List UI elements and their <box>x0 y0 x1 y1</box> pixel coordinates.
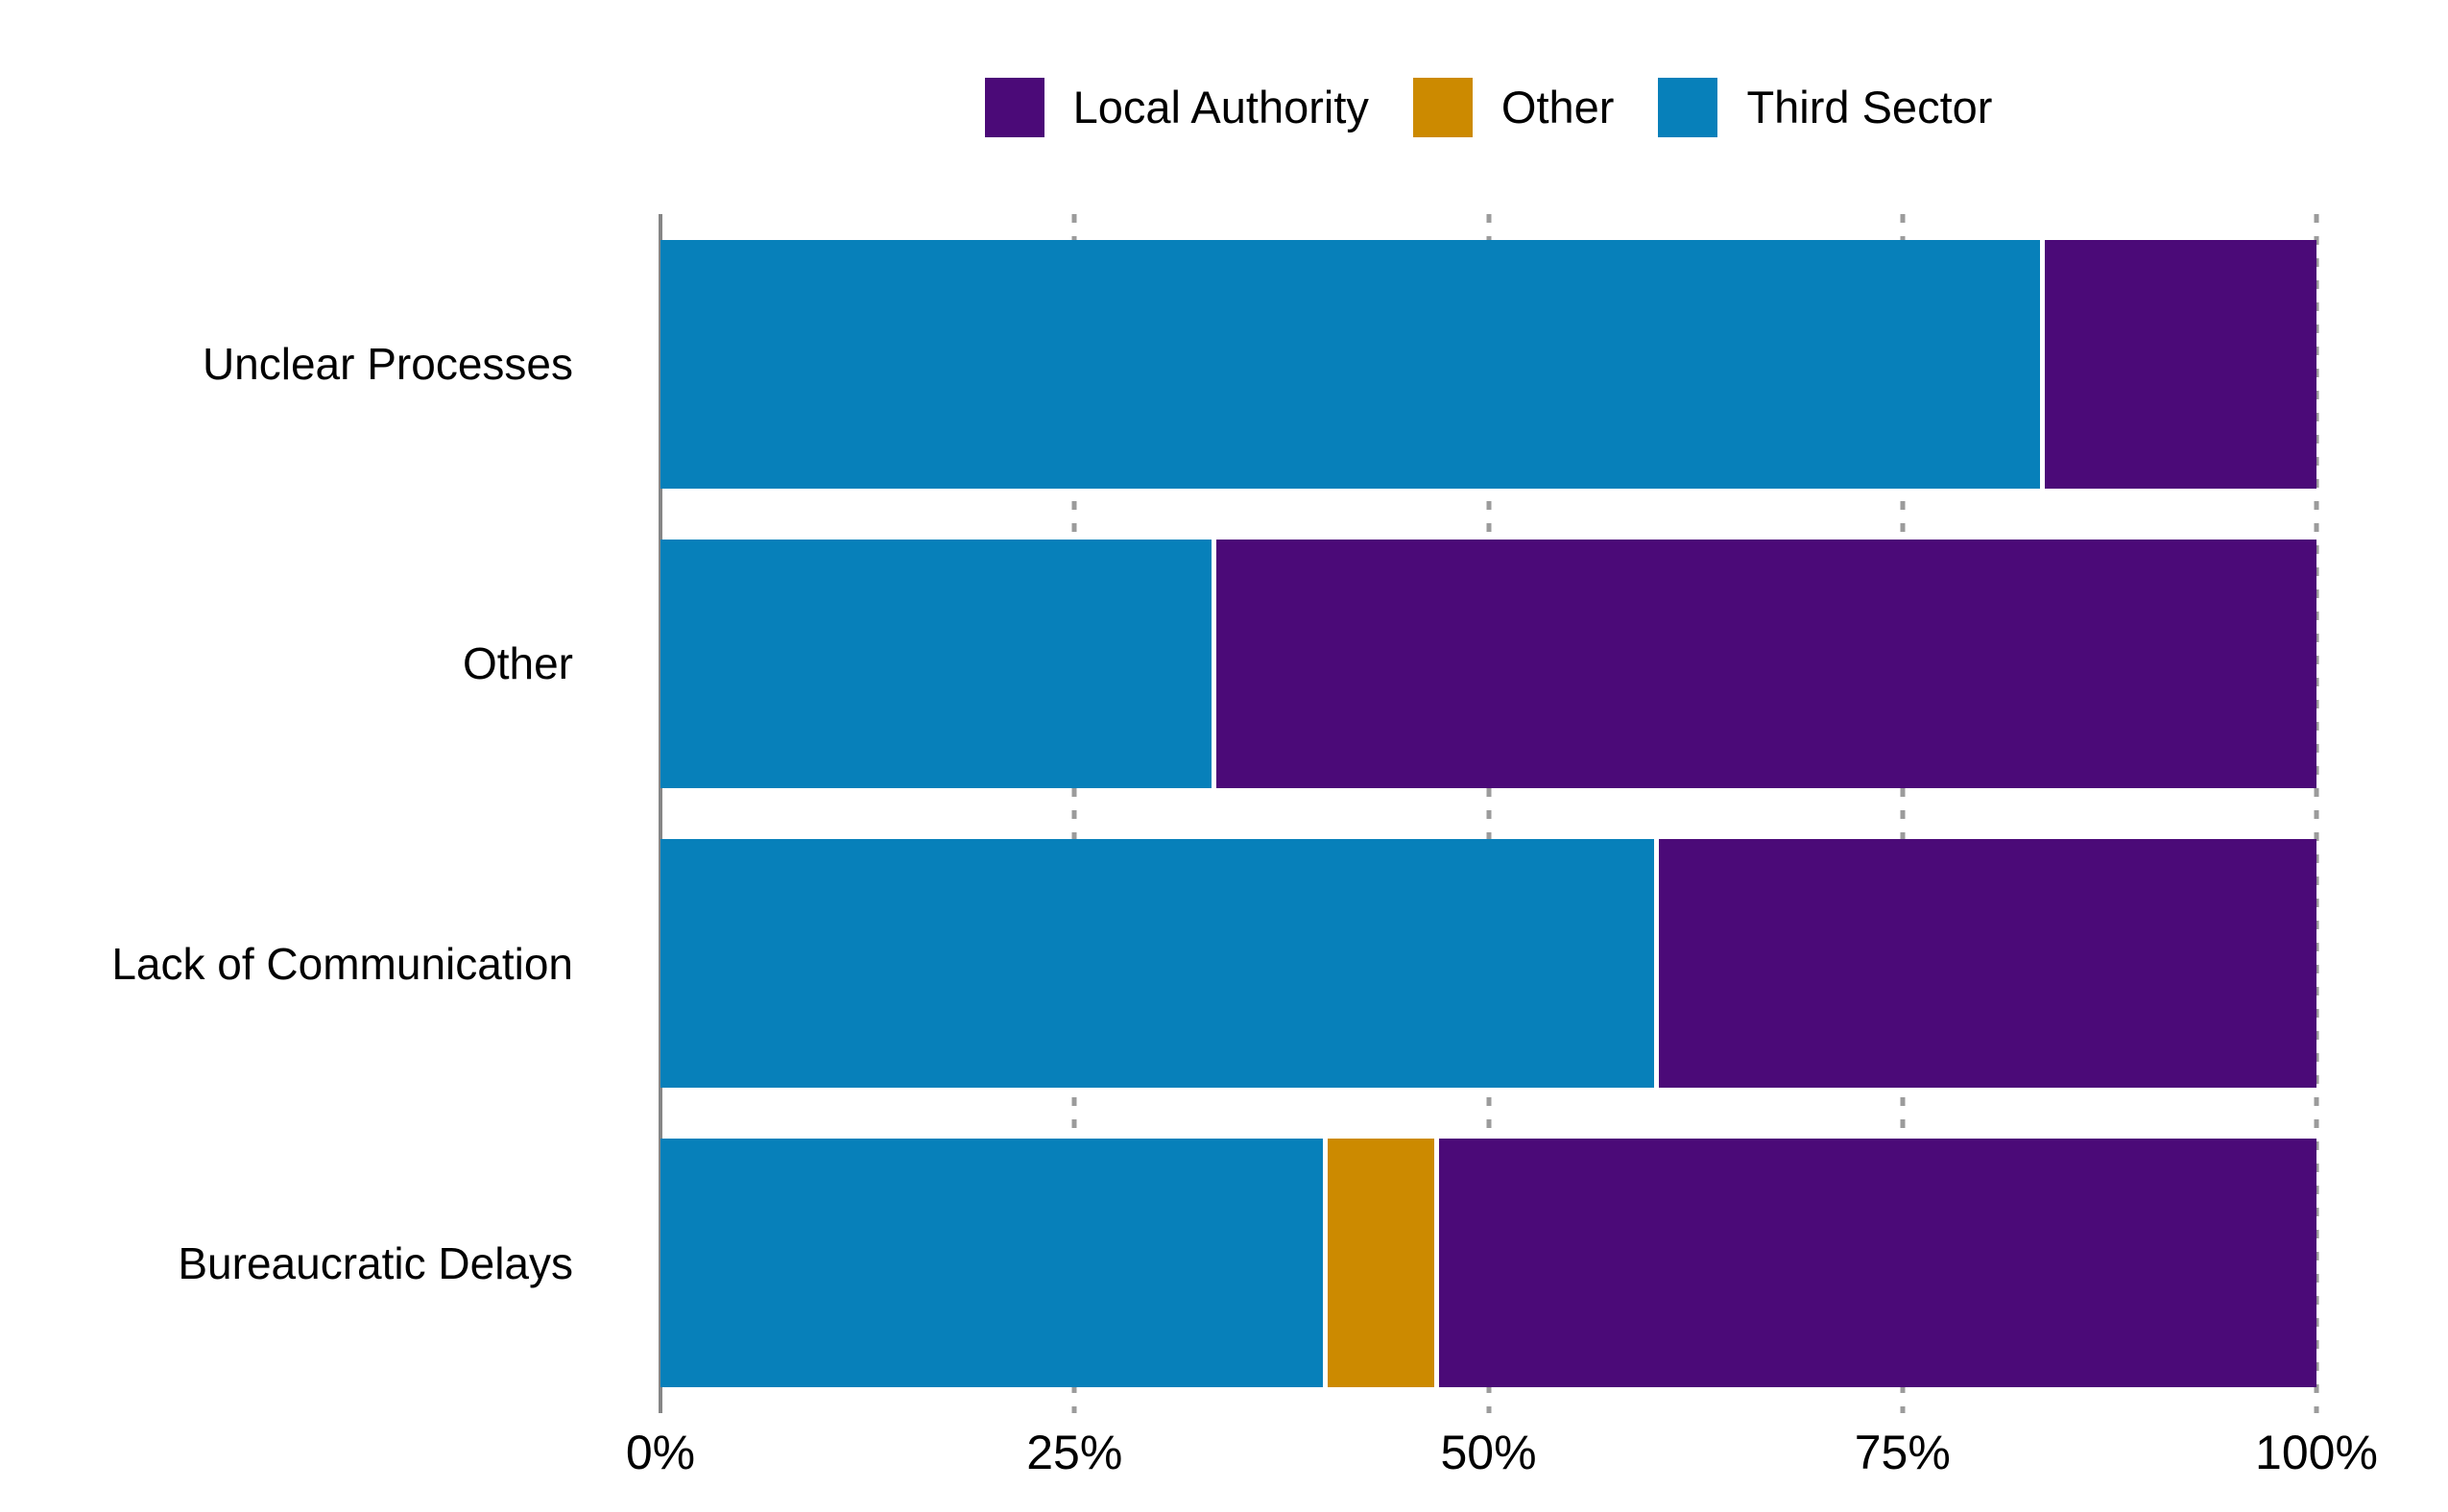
gridline-75 <box>1900 214 1906 1413</box>
x-tick-label-0: 0% <box>625 1426 696 1479</box>
y-label-row: Unclear Processes <box>0 214 616 514</box>
x-axis-tick-labels: 0% 25% 50% 75% 100% <box>626 1425 2378 1501</box>
legend-swatch-icon <box>984 77 1044 137</box>
x-tick-label-25: 25% <box>1026 1426 1123 1479</box>
gridline-50 <box>1486 214 1491 1413</box>
stacked-bar-unclear-processes <box>660 239 2316 489</box>
category-label-other: Other <box>462 638 573 689</box>
bar-segment-other-local-authority[interactable] <box>1212 539 2316 788</box>
x-tick-label-75: 75% <box>1854 1426 1951 1479</box>
bar-segment-bureaucratic-delays-other[interactable] <box>1323 1139 1434 1388</box>
y-label-row: Other <box>0 514 616 813</box>
bar-segment-bureaucratic-delays-local-authority[interactable] <box>1433 1139 2316 1388</box>
bar-segment-lack-of-communication-local-authority[interactable] <box>1654 839 2316 1089</box>
category-label-bureaucratic-delays: Bureaucratic Delays <box>178 1237 573 1288</box>
y-axis-line <box>659 214 662 1413</box>
y-label-row: Lack of Communication <box>0 814 616 1114</box>
y-label-row: Bureaucratic Delays <box>0 1114 616 1413</box>
gridline-100 <box>2314 214 2319 1413</box>
stacked-bar-lack-of-communication <box>660 839 2316 1089</box>
bar-row-lack-of-communication <box>660 814 2316 1114</box>
legend-label: Local Authority <box>1072 82 1369 132</box>
bar-segment-bureaucratic-delays-third-sector[interactable] <box>660 1139 1323 1388</box>
stacked-bar-other <box>660 539 2316 788</box>
legend-swatch-icon <box>1412 77 1473 137</box>
bar-segment-unclear-processes-third-sector[interactable] <box>660 239 2040 489</box>
bar-segment-unclear-processes-local-authority[interactable] <box>2039 239 2316 489</box>
bars-layer <box>660 214 2316 1413</box>
x-tick-label-100: 100% <box>2255 1426 2378 1479</box>
chart-legend: Local Authority Other Third Sector <box>660 0 2316 214</box>
plot-panel <box>659 214 2319 1413</box>
bar-row-bureaucratic-delays <box>660 1114 2316 1413</box>
legend-item-third-sector[interactable]: Third Sector <box>1658 77 1993 137</box>
bar-row-other <box>660 514 2316 813</box>
legend-label: Other <box>1500 82 1615 132</box>
y-axis-category-labels: Unclear Processes Other Lack of Communicat… <box>0 214 616 1413</box>
legend-item-other[interactable]: Other <box>1412 77 1615 137</box>
stacked-bar-bureaucratic-delays <box>660 1139 2316 1388</box>
x-tick-label-50: 50% <box>1440 1426 1537 1479</box>
legend-item-local-authority[interactable]: Local Authority <box>984 77 1369 137</box>
gridline-layer <box>659 214 2319 1413</box>
category-label-lack-of-communication: Lack of Communication <box>111 938 573 989</box>
bar-segment-other-third-sector[interactable] <box>660 539 1212 788</box>
legend-swatch-icon <box>1658 77 1718 137</box>
bar-segment-lack-of-communication-third-sector[interactable] <box>660 839 1654 1089</box>
bar-row-unclear-processes <box>660 214 2316 514</box>
category-label-unclear-processes: Unclear Processes <box>202 339 573 390</box>
gridline-25 <box>1071 214 1077 1413</box>
legend-label: Third Sector <box>1746 82 1993 132</box>
